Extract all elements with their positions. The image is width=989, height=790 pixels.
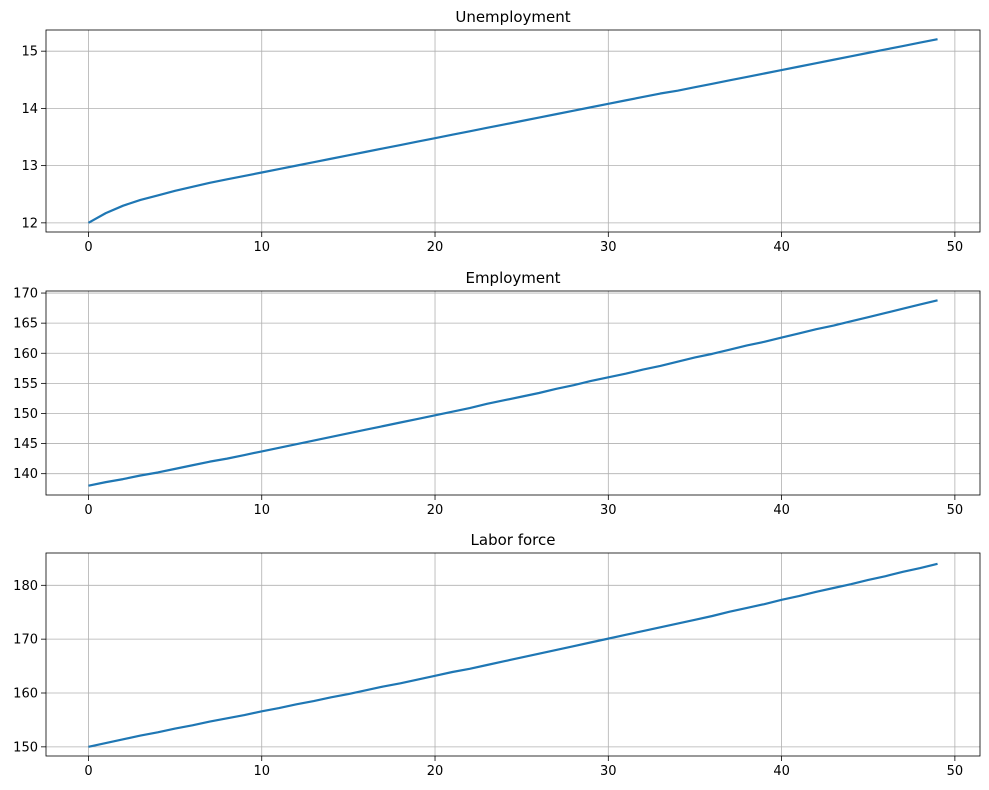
x-tick-label: 10: [253, 503, 270, 518]
y-tick-label: 150: [13, 740, 38, 755]
x-tick-label: 20: [427, 240, 444, 255]
subplot-title: Labor force: [471, 531, 556, 549]
subplot-title: Unemployment: [455, 8, 570, 26]
axes-frame: [45, 552, 981, 757]
x-tick-label: 50: [947, 503, 964, 518]
data-line: [87, 38, 938, 224]
x-tick-label: 0: [84, 503, 92, 518]
x-tick-label: 50: [947, 240, 964, 255]
y-tick-label: 180: [13, 579, 38, 594]
axes-frame: [45, 29, 981, 233]
x-tick-label: 0: [84, 240, 92, 255]
y-tick-label: 15: [21, 45, 38, 60]
x-tick-label: 10: [253, 764, 270, 779]
data-line: [88, 299, 938, 487]
y-tick-label: 13: [21, 159, 38, 174]
x-tick-label: 20: [427, 764, 444, 779]
y-tick-label: 165: [13, 317, 38, 332]
x-tick-label: 20: [427, 503, 444, 518]
y-tick-label: 14: [21, 102, 38, 117]
x-tick-label: 30: [600, 240, 617, 255]
axes-frame: [45, 290, 981, 496]
y-tick-label: 160: [13, 687, 38, 702]
x-tick-label: 40: [773, 240, 790, 255]
y-tick-label: 160: [13, 347, 38, 362]
y-tick-label: 155: [13, 377, 38, 392]
x-tick-label: 30: [600, 503, 617, 518]
y-tick-label: 170: [13, 287, 38, 302]
y-tick-label: 140: [13, 467, 38, 482]
y-tick-label: 12: [21, 216, 38, 231]
x-tick-label: 40: [773, 503, 790, 518]
x-tick-label: 0: [84, 764, 92, 779]
x-tick-label: 50: [947, 764, 964, 779]
data-line: [88, 562, 938, 748]
subplot-title: Employment: [465, 269, 560, 287]
x-tick-label: 40: [773, 764, 790, 779]
y-tick-label: 145: [13, 437, 38, 452]
x-tick-label: 10: [253, 240, 270, 255]
y-tick-label: 170: [13, 633, 38, 648]
y-tick-label: 150: [13, 407, 38, 422]
x-tick-label: 30: [600, 764, 617, 779]
